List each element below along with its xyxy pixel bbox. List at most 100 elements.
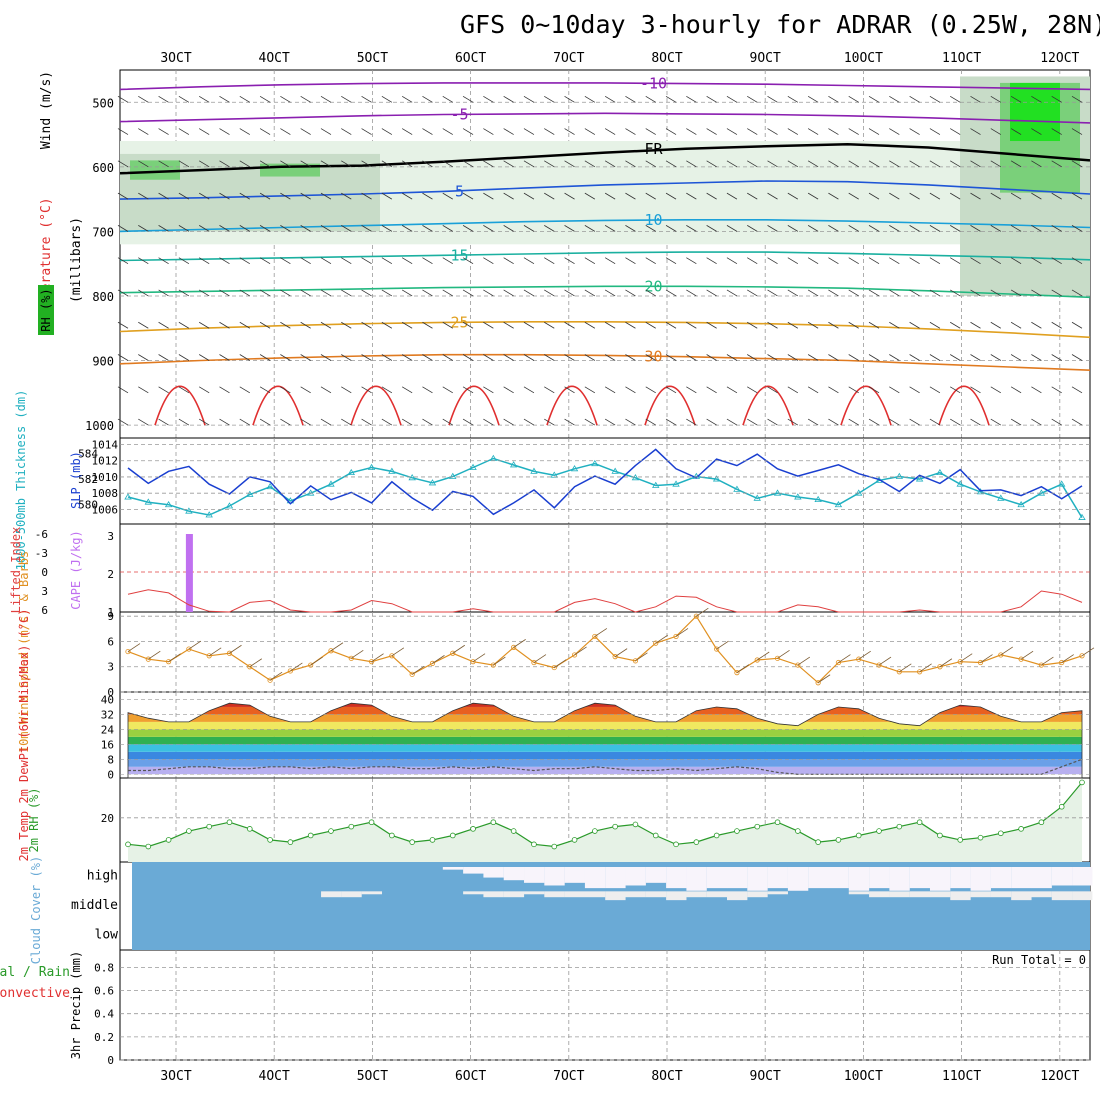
wind-barb xyxy=(665,321,677,329)
rh2m-marker xyxy=(977,834,984,841)
cloud-middle-gap xyxy=(584,891,606,898)
wind-barb xyxy=(686,128,697,135)
wind-barb xyxy=(381,160,393,168)
wind-barb xyxy=(1031,192,1042,200)
wind-barb xyxy=(645,128,656,135)
wind-barb xyxy=(747,95,758,103)
surface-isotherm-arc xyxy=(448,385,500,426)
wind10-marker xyxy=(856,656,862,662)
wind-barb xyxy=(158,225,169,232)
rh2m-marker xyxy=(307,832,314,839)
wind-barb xyxy=(564,418,575,426)
wind-barb xyxy=(239,321,250,329)
wind-barb xyxy=(1071,160,1083,168)
rh2m-marker xyxy=(531,841,537,848)
cloud-middle-gap xyxy=(869,891,890,898)
wind10-marker xyxy=(368,659,375,665)
cloud-level-label: low xyxy=(95,927,119,942)
rh2m-marker xyxy=(795,828,801,834)
wind-barb xyxy=(462,257,474,265)
x-tick-label-top: 7OCT xyxy=(553,51,584,66)
wind-barb xyxy=(259,192,271,200)
wind-barb xyxy=(625,192,636,200)
wind-barb xyxy=(747,321,758,329)
wind-barb xyxy=(604,257,616,265)
wind-barb xyxy=(726,128,738,135)
wind-barb xyxy=(361,418,372,426)
wind-barb xyxy=(341,128,352,135)
wind-barb xyxy=(686,257,697,265)
cloud-middle-gap xyxy=(970,891,991,898)
wind-barb xyxy=(422,257,433,265)
panel-frame xyxy=(119,69,1091,439)
wind-barb xyxy=(807,192,819,200)
wind-barb xyxy=(787,160,799,168)
wind-barb xyxy=(909,321,920,329)
wind-barb xyxy=(483,128,494,135)
wind-barb xyxy=(726,354,738,361)
wind10-line xyxy=(127,615,1083,684)
x-tick-label-bottom: 4OCT xyxy=(259,1069,290,1084)
wind-barb xyxy=(442,354,453,361)
wind-barb xyxy=(483,386,494,394)
wind-barb xyxy=(726,321,738,329)
wind10-barb xyxy=(472,653,486,663)
x-tick-label-bottom: 11OCT xyxy=(942,1069,981,1084)
wind-barb xyxy=(584,192,596,200)
wind-barb xyxy=(889,289,900,297)
wind-barb xyxy=(706,128,717,135)
cloud-high-gap xyxy=(950,867,971,889)
wind-barb xyxy=(645,418,656,426)
y-tick-label-cape: 1 xyxy=(107,606,114,619)
cloud-high-gap xyxy=(848,867,870,891)
wind-barb xyxy=(300,386,311,394)
wind10-barb xyxy=(939,658,953,668)
wind-barb xyxy=(929,160,941,168)
wind-barb xyxy=(990,321,1002,329)
wind-barb xyxy=(665,289,677,297)
wind-barb xyxy=(950,321,961,329)
wind-barb xyxy=(198,128,210,135)
isotherm-line xyxy=(119,82,1091,91)
x-tick-label-top: 4OCT xyxy=(259,51,290,66)
cloud-high-gap xyxy=(828,867,849,889)
wind-barb xyxy=(1031,95,1042,103)
wind-barb xyxy=(604,289,616,297)
wind-barb xyxy=(462,386,474,394)
wind-barb xyxy=(787,386,799,394)
y-tick-label-li: -3 xyxy=(35,547,48,560)
wind-barb xyxy=(950,225,961,232)
wind-barb xyxy=(219,95,230,103)
wind-barb xyxy=(889,95,900,103)
cloud-middle-gap xyxy=(1072,891,1093,901)
cloud-high-gap xyxy=(686,867,707,891)
lifted-index-line xyxy=(127,589,1083,613)
wind-barb xyxy=(341,192,352,200)
wind-barb xyxy=(219,289,230,297)
wind-barb xyxy=(1010,225,1022,232)
wind-barb xyxy=(219,354,230,361)
cloud-level-label: high xyxy=(87,869,118,884)
wind-barb xyxy=(422,160,433,168)
rh2m-marker xyxy=(510,828,517,834)
wind-barb xyxy=(320,192,332,200)
wind-barb xyxy=(401,321,413,329)
wind-barb xyxy=(462,160,474,168)
wind10-marker xyxy=(186,646,192,652)
wind-barb xyxy=(198,386,210,394)
wind-barb xyxy=(787,257,799,265)
wind-barb xyxy=(625,257,636,265)
cloud-high-gap xyxy=(706,867,728,889)
wind-barb xyxy=(929,418,941,426)
wind-barb xyxy=(950,386,961,394)
wind-barb xyxy=(970,386,981,394)
cloud-high-gap xyxy=(1051,867,1073,886)
wind-barb xyxy=(726,225,738,232)
wind-barb xyxy=(564,257,575,265)
rh2m-marker xyxy=(916,819,923,826)
wind-barb xyxy=(320,354,332,361)
wind-barb xyxy=(462,418,474,426)
thickness-marker xyxy=(1078,513,1086,520)
x-tick-label-bottom: 6OCT xyxy=(455,1069,486,1084)
wind-barb xyxy=(300,321,311,329)
